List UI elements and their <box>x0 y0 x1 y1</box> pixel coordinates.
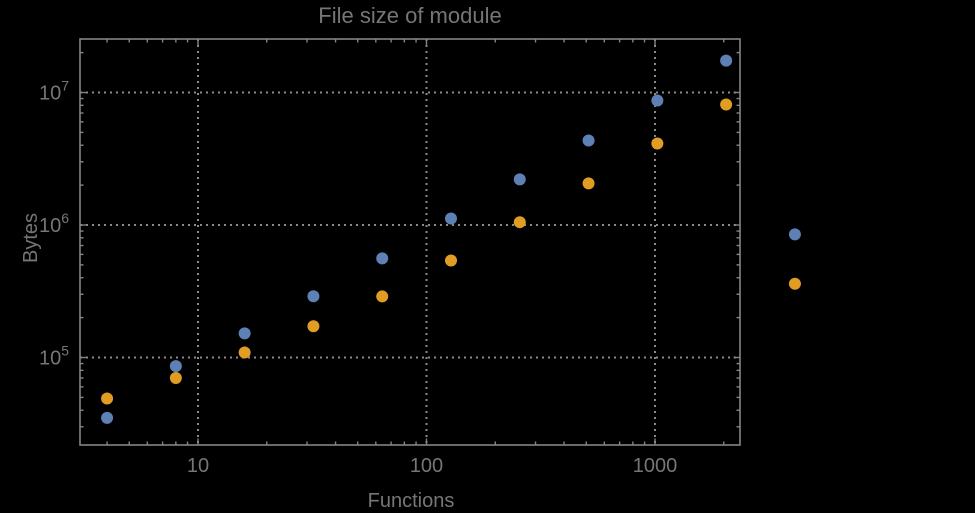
orange-series-point <box>788 277 801 290</box>
blue-series-point <box>720 54 733 67</box>
blue-series-point <box>238 327 251 340</box>
y-tick-label: 107 <box>39 78 69 105</box>
axis-ticks <box>80 39 740 445</box>
orange-series-point <box>444 254 457 267</box>
y-tick-label: 106 <box>39 210 69 237</box>
tick-labels: 10 100 1000 105 106 107 <box>39 78 677 478</box>
x-tick-label: 100 <box>410 455 443 477</box>
orange-series-point <box>101 392 114 405</box>
blue-series-point <box>169 360 182 373</box>
blue-series-point <box>307 290 320 303</box>
orange-series-point <box>582 177 595 190</box>
blue-series-point <box>788 228 801 241</box>
gridlines <box>80 39 740 445</box>
plot-frame <box>79 38 741 446</box>
orange-series-point <box>169 372 182 385</box>
orange-series-point <box>513 216 526 229</box>
blue-series-point <box>513 173 526 186</box>
x-axis-label: Functions <box>368 490 455 512</box>
blue-series-point <box>101 411 114 424</box>
y-tick-label: 105 <box>39 343 69 370</box>
x-tick-label: 1000 <box>633 455 678 477</box>
orange-series-point <box>238 346 251 359</box>
blue-series-point <box>376 252 389 265</box>
orange-series-point <box>376 290 389 303</box>
y-axis-label: Bytes <box>20 213 42 263</box>
orange-series-point <box>720 98 733 111</box>
data-points <box>101 54 801 424</box>
chart-title: File size of module <box>318 3 501 28</box>
orange-series-point <box>307 320 320 333</box>
blue-series-point <box>651 94 664 107</box>
frame-border <box>79 38 741 446</box>
blue-series-point <box>444 212 457 225</box>
x-tick-label: 10 <box>187 455 209 477</box>
orange-series-point <box>651 137 664 150</box>
blue-series-point <box>582 134 595 147</box>
